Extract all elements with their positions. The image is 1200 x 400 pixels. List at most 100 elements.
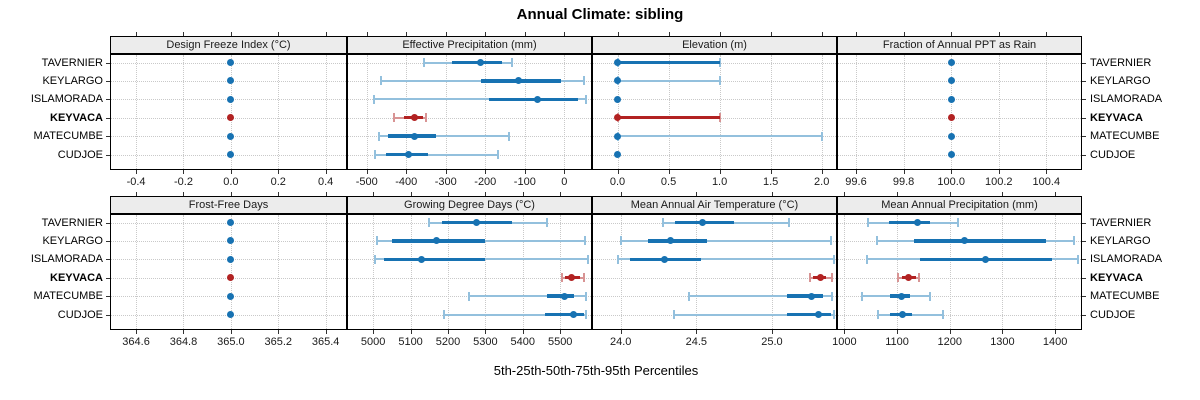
- panel-growing-degree-days-c: [347, 214, 592, 330]
- whisker-cap-95: [718, 113, 721, 123]
- median-dot-islamorada: [227, 255, 235, 263]
- axis-tick-bottom: [325, 170, 327, 174]
- panel-strip-effective-precipitation-mm: Effective Precipitation (mm): [347, 36, 592, 54]
- gridline-v: [278, 55, 280, 169]
- gridline-v: [1046, 55, 1048, 169]
- whisker-cap-95: [829, 236, 832, 246]
- gridline-h: [593, 277, 836, 279]
- axis-tick-top: [278, 32, 280, 36]
- gridline-h: [838, 277, 1081, 279]
- gridline-v: [1002, 215, 1004, 329]
- row-tick-left: [106, 296, 110, 298]
- gridline-h: [838, 99, 1081, 101]
- axis-tick-top: [1002, 192, 1004, 196]
- axis-tick-label: 5100: [398, 336, 423, 348]
- axis-tick-top: [325, 32, 327, 36]
- axis-tick-top: [278, 192, 280, 196]
- gridline-h: [593, 99, 836, 101]
- axis-tick-top: [183, 32, 185, 36]
- gridline-h: [838, 136, 1081, 138]
- whisker-cap-5: [867, 218, 870, 227]
- median-dot-cudjoe: [815, 311, 823, 318]
- median-dot-keyvaca: [816, 274, 824, 282]
- axis-tick-top: [366, 32, 368, 36]
- row-tick-left: [106, 117, 110, 119]
- gridline-h: [838, 117, 1081, 119]
- panel-elevation-m: [592, 54, 837, 170]
- axis-tick-bottom: [949, 330, 951, 334]
- whisker-cap-95: [584, 291, 587, 301]
- axis-tick-label: 0.0: [223, 176, 239, 188]
- axis-tick-label: 5300: [473, 336, 498, 348]
- station-label-right-cudjoe: CUDJOE: [1090, 148, 1136, 161]
- whisker-cap-5: [866, 254, 869, 264]
- median-dot-cudjoe: [405, 151, 413, 158]
- axis-tick-top: [445, 32, 447, 36]
- axis-tick-label: 5000: [360, 336, 386, 348]
- gridline-v: [445, 55, 447, 169]
- axis-tick-top: [897, 192, 899, 196]
- axis-tick-bottom: [1046, 170, 1048, 174]
- median-dot-cudjoe: [569, 311, 577, 318]
- row-tick-right: [1082, 154, 1086, 156]
- row-tick-right: [1082, 259, 1086, 261]
- whisker-cap-5: [443, 310, 446, 319]
- axis-tick-label: 5200: [435, 336, 461, 348]
- axis-tick-label: 365.0: [217, 336, 245, 348]
- median-dot-tavernier: [227, 219, 235, 226]
- whisker-cap-5: [616, 254, 619, 264]
- axis-tick-label: 1300: [990, 336, 1015, 348]
- panel-design-freeze-index-c: [110, 54, 347, 170]
- median-dot-keyvaca: [905, 274, 913, 282]
- station-label-right-keylargo: KEYLARGO: [1090, 74, 1151, 87]
- axis-tick-top: [325, 192, 327, 196]
- axis-tick-label: 1400: [1042, 336, 1068, 348]
- axis-tick-bottom: [485, 330, 487, 334]
- axis-tick-bottom: [951, 170, 953, 174]
- gridline-v: [719, 55, 721, 169]
- station-label-right-tavernier: TAVERNIER: [1090, 56, 1152, 69]
- row-tick-left: [106, 99, 110, 101]
- axis-tick-bottom: [1002, 330, 1004, 334]
- whisker-cap-5: [877, 310, 880, 319]
- whisker-cap-95: [507, 131, 510, 141]
- whisker-cap-5: [373, 150, 376, 159]
- axis-tick-bottom: [1055, 330, 1057, 334]
- whisker-cap-5: [808, 273, 811, 283]
- whisker-5-95: [374, 98, 587, 101]
- gridline-v: [183, 215, 185, 329]
- gridline-v: [522, 215, 524, 329]
- panel-mean-annual-precipitation-mm: [837, 214, 1082, 330]
- axis-tick-label: 1.0: [711, 176, 728, 188]
- gridline-v: [668, 55, 670, 169]
- axis-tick-bottom: [366, 170, 368, 174]
- axis-tick-bottom: [620, 330, 622, 334]
- axis-tick-top: [770, 32, 772, 36]
- row-tick-left: [106, 222, 110, 224]
- axis-tick-label: 1200: [937, 336, 962, 348]
- gridline-v: [696, 215, 698, 329]
- median-dot-keylargo: [667, 237, 675, 245]
- box-25-75: [913, 239, 1046, 243]
- whisker-5-95: [620, 239, 831, 242]
- row-tick-left: [106, 277, 110, 279]
- axis-tick-label: 5400: [510, 336, 536, 348]
- axis-tick-label: -200: [474, 176, 497, 188]
- axis-tick-bottom: [844, 330, 846, 334]
- axis-tick-bottom: [770, 170, 772, 174]
- station-label-right-keylargo: KEYLARGO: [1090, 234, 1151, 247]
- axis-tick-top: [998, 32, 1000, 36]
- axis-tick-label: 1000: [832, 336, 857, 348]
- whisker-cap-95: [585, 310, 588, 319]
- axis-tick-bottom: [183, 170, 185, 174]
- whisker-cap-95: [917, 273, 920, 283]
- whisker-cap-5: [423, 58, 426, 67]
- axis-tick-top: [856, 32, 858, 36]
- axis-tick-bottom: [183, 330, 185, 334]
- axis-tick-bottom: [897, 330, 899, 334]
- median-dot-matecumbe: [807, 292, 815, 300]
- row-tick-right: [1082, 277, 1086, 279]
- gridline-h: [348, 277, 591, 279]
- axis-tick-top: [951, 32, 953, 36]
- axis-tick-label: 0.5: [660, 176, 677, 188]
